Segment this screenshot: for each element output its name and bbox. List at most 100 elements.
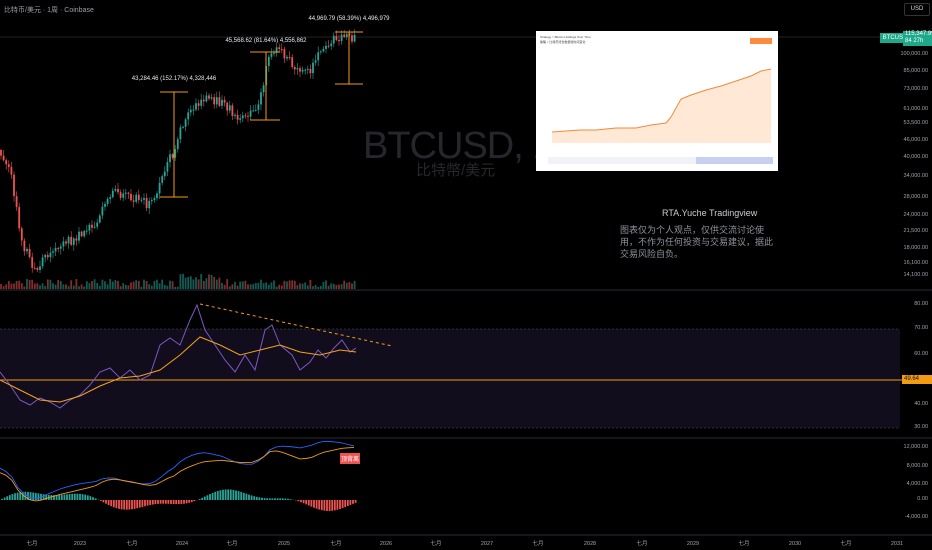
candle — [124, 192, 127, 194]
volume-bar — [78, 286, 80, 289]
volume-bar — [254, 283, 257, 289]
macd-histogram-bar — [81, 494, 84, 500]
candle — [62, 241, 65, 247]
macd-histogram-bar — [68, 494, 71, 500]
candle — [314, 60, 317, 63]
volume-bar — [312, 286, 314, 289]
macd-histogram-bar — [240, 491, 243, 500]
candle — [44, 254, 47, 258]
volume-bar — [213, 276, 216, 289]
price-value: 115,347.99 — [905, 31, 932, 37]
volume-bar — [101, 279, 104, 289]
macd-histogram-bar — [271, 498, 274, 500]
price-axis-label: 85,000.00 — [904, 68, 928, 74]
candle — [59, 246, 62, 249]
volume-bar — [163, 284, 166, 289]
macd-histogram-bar — [138, 500, 141, 508]
candle — [226, 102, 229, 111]
candle — [187, 112, 190, 120]
volume-bar — [306, 285, 309, 289]
candle — [72, 238, 75, 245]
volume-bar — [33, 283, 36, 289]
volume-bar — [278, 284, 281, 289]
candle — [192, 109, 195, 111]
candle — [296, 68, 299, 70]
price-axis-label: 14,100.00 — [904, 272, 928, 278]
volume-bar — [244, 280, 247, 289]
volume-bar — [280, 285, 283, 289]
candle — [215, 97, 218, 105]
candle — [325, 45, 327, 49]
macd-histogram-bar — [320, 500, 323, 511]
volume-bar — [187, 276, 190, 289]
macd-histogram-bar — [323, 500, 326, 511]
candle — [18, 207, 21, 229]
volume-bar — [309, 279, 312, 289]
volume-bar — [98, 285, 101, 289]
volume-bar — [93, 279, 96, 289]
macd-histogram-bar — [346, 500, 349, 507]
macd-histogram-bar — [344, 500, 347, 508]
candle — [93, 226, 96, 228]
candle — [163, 171, 166, 177]
volume-bar — [322, 281, 325, 289]
time-axis-label: 2029 — [687, 541, 699, 547]
rsi-axis-label: 60.00 — [914, 351, 928, 357]
macd-histogram-bar — [149, 500, 152, 505]
volume-bar — [286, 281, 288, 289]
candle — [67, 236, 70, 244]
volume-bar — [41, 283, 44, 289]
macd-histogram-bar — [300, 500, 302, 503]
macd-histogram-bar — [92, 497, 94, 500]
volume-bar — [59, 281, 62, 289]
volume-bar — [153, 280, 156, 289]
time-axis-label: 七月 — [738, 539, 749, 547]
candle — [317, 52, 320, 61]
macd-histogram-bar — [235, 490, 237, 500]
macd-histogram-bar — [315, 500, 318, 509]
candle — [309, 68, 312, 74]
macd-axis-label: 8,000.00 — [907, 463, 928, 469]
price-axis-label: 61,000.00 — [904, 106, 928, 112]
macd-histogram-bar — [349, 500, 352, 505]
candle — [286, 56, 288, 59]
volume-bar — [343, 280, 346, 289]
candle — [236, 114, 239, 120]
macd-histogram-bar — [307, 500, 310, 506]
volume-bar — [169, 280, 171, 289]
watermark-name: 比特幣/美元 — [416, 162, 496, 179]
macd-histogram-bar — [34, 492, 37, 500]
volume-bar — [182, 273, 184, 289]
candle — [176, 139, 179, 150]
volume-bar — [215, 279, 218, 289]
macd-histogram-bar — [336, 500, 339, 510]
time-axis-label: 2030 — [789, 541, 801, 547]
candle — [132, 200, 135, 202]
volume-bar — [91, 280, 93, 289]
candle — [106, 198, 109, 204]
macd-histogram-bar — [339, 500, 341, 510]
candle — [353, 34, 356, 42]
time-axis-label: 七月 — [26, 539, 37, 547]
macd-histogram-bar — [258, 497, 261, 500]
candle — [26, 248, 28, 252]
macd-histogram-bar — [151, 500, 154, 505]
macd-histogram-bar — [287, 498, 289, 500]
macd-histogram-bar — [224, 489, 227, 500]
currency-button[interactable]: USD — [904, 3, 930, 16]
macd-histogram-bar — [157, 500, 159, 504]
volume-bar — [239, 281, 242, 289]
time-axis-label: 2023 — [74, 541, 86, 547]
macd-histogram-bar — [131, 500, 133, 510]
macd-histogram-bar — [21, 491, 24, 500]
macd-histogram-bar — [24, 491, 27, 500]
inset-chart — [548, 68, 773, 164]
volume-bar — [197, 279, 200, 289]
candle — [36, 268, 39, 270]
volume-bar — [158, 283, 161, 289]
macd-histogram-bar — [318, 500, 321, 510]
candle — [330, 43, 333, 47]
macd-histogram-bar — [76, 493, 79, 500]
